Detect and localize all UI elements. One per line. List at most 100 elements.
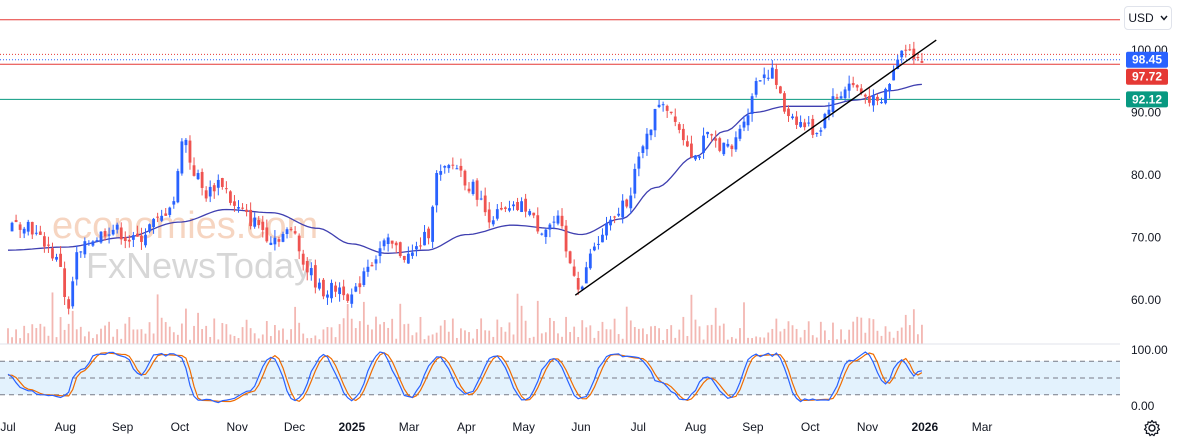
candle-body (766, 77, 770, 79)
trendline[interactable] (574, 39, 937, 296)
candle-body (224, 188, 228, 190)
candle-body (487, 209, 491, 223)
volume-bar (124, 323, 127, 344)
candle-body (427, 228, 430, 239)
volume-bar (274, 325, 276, 344)
volume-bar (148, 322, 151, 344)
volume-bar (601, 321, 604, 344)
volume-bar (350, 318, 353, 344)
candle-body (107, 234, 111, 236)
candles[interactable] (10, 41, 924, 315)
volume-bar (298, 322, 301, 344)
candle-body (305, 260, 309, 273)
volume-bar (164, 322, 167, 344)
candle-body (200, 171, 204, 188)
price-badge-98.45 (1126, 51, 1168, 68)
volume-bar (427, 335, 430, 344)
volume-bar (714, 307, 717, 344)
candle-body (83, 241, 87, 255)
volume-bar (694, 319, 697, 344)
volume-bar (747, 337, 749, 344)
candle-body (443, 166, 447, 168)
candle-body (904, 49, 908, 51)
time-axis[interactable]: Jul Aug Sep Oct Nov Dec 2025 Mar Apr May Jun Jul Aug… (0, 420, 992, 434)
volume-bar (23, 325, 26, 344)
volume-bar (916, 334, 919, 344)
volume-bar (751, 338, 753, 344)
candle-body (103, 231, 107, 237)
volume-bar (892, 337, 895, 344)
volume-bar (803, 329, 806, 344)
volume-bar (548, 317, 551, 344)
candle-body (839, 96, 843, 99)
volume-bar (31, 324, 34, 344)
candle-body (706, 131, 710, 135)
currency-selector[interactable]: USD (1124, 6, 1172, 30)
volume-bar (625, 306, 628, 344)
candle-body (338, 287, 342, 295)
volume-bar (318, 339, 321, 344)
candle-body (726, 143, 730, 147)
candle-body (791, 116, 794, 119)
candle-body (192, 165, 196, 176)
candle-body (366, 266, 370, 272)
time-tick-label: Mar (399, 420, 420, 434)
candle-body (342, 286, 346, 296)
candle-body (34, 232, 38, 234)
volume-bar (908, 325, 911, 344)
candle-body (415, 246, 418, 250)
candle-body (597, 243, 600, 245)
volume-bar (787, 321, 790, 344)
volume-bar (573, 326, 576, 344)
volume-bar (225, 324, 228, 344)
volume-bar (492, 336, 495, 344)
candle-body (576, 278, 580, 290)
candle-body (746, 115, 750, 126)
candle-body (402, 255, 406, 260)
volume-bar (735, 338, 737, 344)
candle-body (847, 83, 851, 91)
candle-body (127, 239, 131, 242)
candle-body (156, 216, 160, 218)
volume-bar (387, 327, 390, 344)
horizontal-levels[interactable] (0, 19, 1120, 100)
gear-icon[interactable] (1142, 418, 1162, 438)
price-badge-label: 92.12 (1132, 92, 1162, 106)
candle-body (568, 251, 572, 264)
volume-bar (678, 329, 681, 344)
time-tick-label: Nov (857, 420, 878, 434)
volume-bar (128, 317, 131, 344)
candle-body (241, 207, 244, 209)
volume-bar (415, 332, 418, 344)
candle-body (819, 130, 823, 132)
candle-body (867, 95, 871, 103)
candle-body (528, 211, 532, 215)
candle-body (641, 146, 645, 153)
volume-bar (629, 320, 632, 344)
candle-body (281, 233, 285, 242)
volume-bar (561, 336, 563, 344)
candle-body (609, 219, 612, 226)
candle-body (851, 82, 855, 86)
ma-line (7, 83, 922, 254)
volume-bar (730, 337, 733, 344)
volume-bar (488, 330, 491, 344)
volume-bar (650, 326, 652, 344)
volume-bar (852, 321, 855, 344)
candle-body (237, 207, 240, 209)
volume-bar (544, 332, 547, 344)
candle-body (140, 235, 143, 242)
candle-body (144, 234, 147, 246)
time-tick-label: 2026 (911, 420, 938, 434)
stoch-tick-label: 100.00 (1131, 343, 1168, 357)
volume-bar (43, 326, 46, 344)
candle-body (754, 81, 758, 95)
volume-bar (686, 335, 689, 344)
volume-bar (241, 327, 244, 344)
candle-body (896, 59, 900, 70)
candle-body (673, 116, 677, 122)
volume-bar (15, 329, 17, 344)
volume-bar (96, 334, 98, 344)
candle-body (892, 69, 896, 81)
